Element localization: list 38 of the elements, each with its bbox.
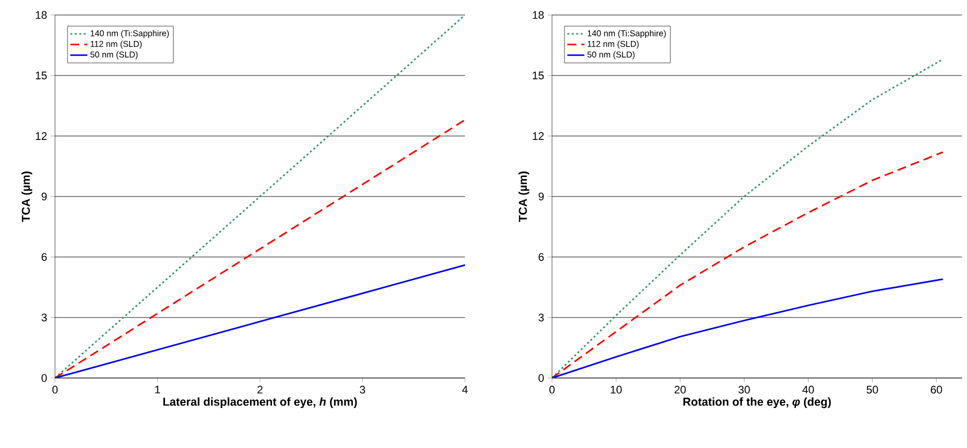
y-tick-label: 0 (42, 374, 47, 382)
line-series (552, 278, 944, 378)
x-tick-label: 0 (549, 386, 555, 394)
x-tick-label: 10 (610, 386, 622, 394)
y-tick-label: 12 (532, 132, 544, 140)
x-tick-label: 1 (155, 386, 160, 394)
legend-label: 112 nm (SLD) (588, 40, 639, 49)
x-tick-label: 40 (802, 386, 814, 394)
legend-label: 50 nm (SLD) (90, 51, 138, 60)
legend-label: 140 nm (Ti:Sapphire) (588, 30, 666, 38)
x-axis-title: Lateral displacement of eye, h (mm) (163, 397, 357, 408)
legend-label: 140 nm (Ti:Sapphire) (90, 30, 169, 38)
y-tick-label: 3 (42, 314, 47, 322)
x-axis-title: Rotation of the eye, φ (deg) (683, 397, 831, 408)
y-tick-label: 6 (538, 253, 544, 261)
y-axis-title: TCA (µm) (22, 172, 32, 222)
y-tick-label: 15 (36, 72, 47, 80)
y-tick-label: 3 (538, 314, 544, 322)
y-tick-label: 18 (36, 11, 47, 19)
x-tick-label: 20 (674, 386, 686, 394)
y-tick-label: 15 (532, 72, 544, 80)
y-tick-label: 0 (538, 374, 544, 382)
y-tick-label: 9 (538, 192, 544, 200)
x-tick-label: 4 (462, 386, 468, 394)
y-tick-label: 6 (42, 253, 47, 261)
legend-label: 50 nm (SLD) (587, 51, 635, 60)
line-series (552, 58, 944, 378)
x-tick-label: 3 (360, 386, 366, 394)
y-tick-label: 9 (42, 192, 47, 200)
x-tick-label: 0 (52, 386, 58, 394)
x-tick-label: 50 (866, 386, 878, 394)
y-axis-title: TCA (µm) (518, 172, 530, 222)
legend-label: 112 nm (SLD) (90, 40, 142, 49)
x-tick-label: 30 (738, 386, 750, 394)
y-tick-label: 12 (36, 132, 47, 140)
x-tick-label: 60 (930, 386, 942, 394)
x-tick-label: 2 (258, 386, 262, 394)
y-tick-label: 18 (532, 11, 544, 19)
